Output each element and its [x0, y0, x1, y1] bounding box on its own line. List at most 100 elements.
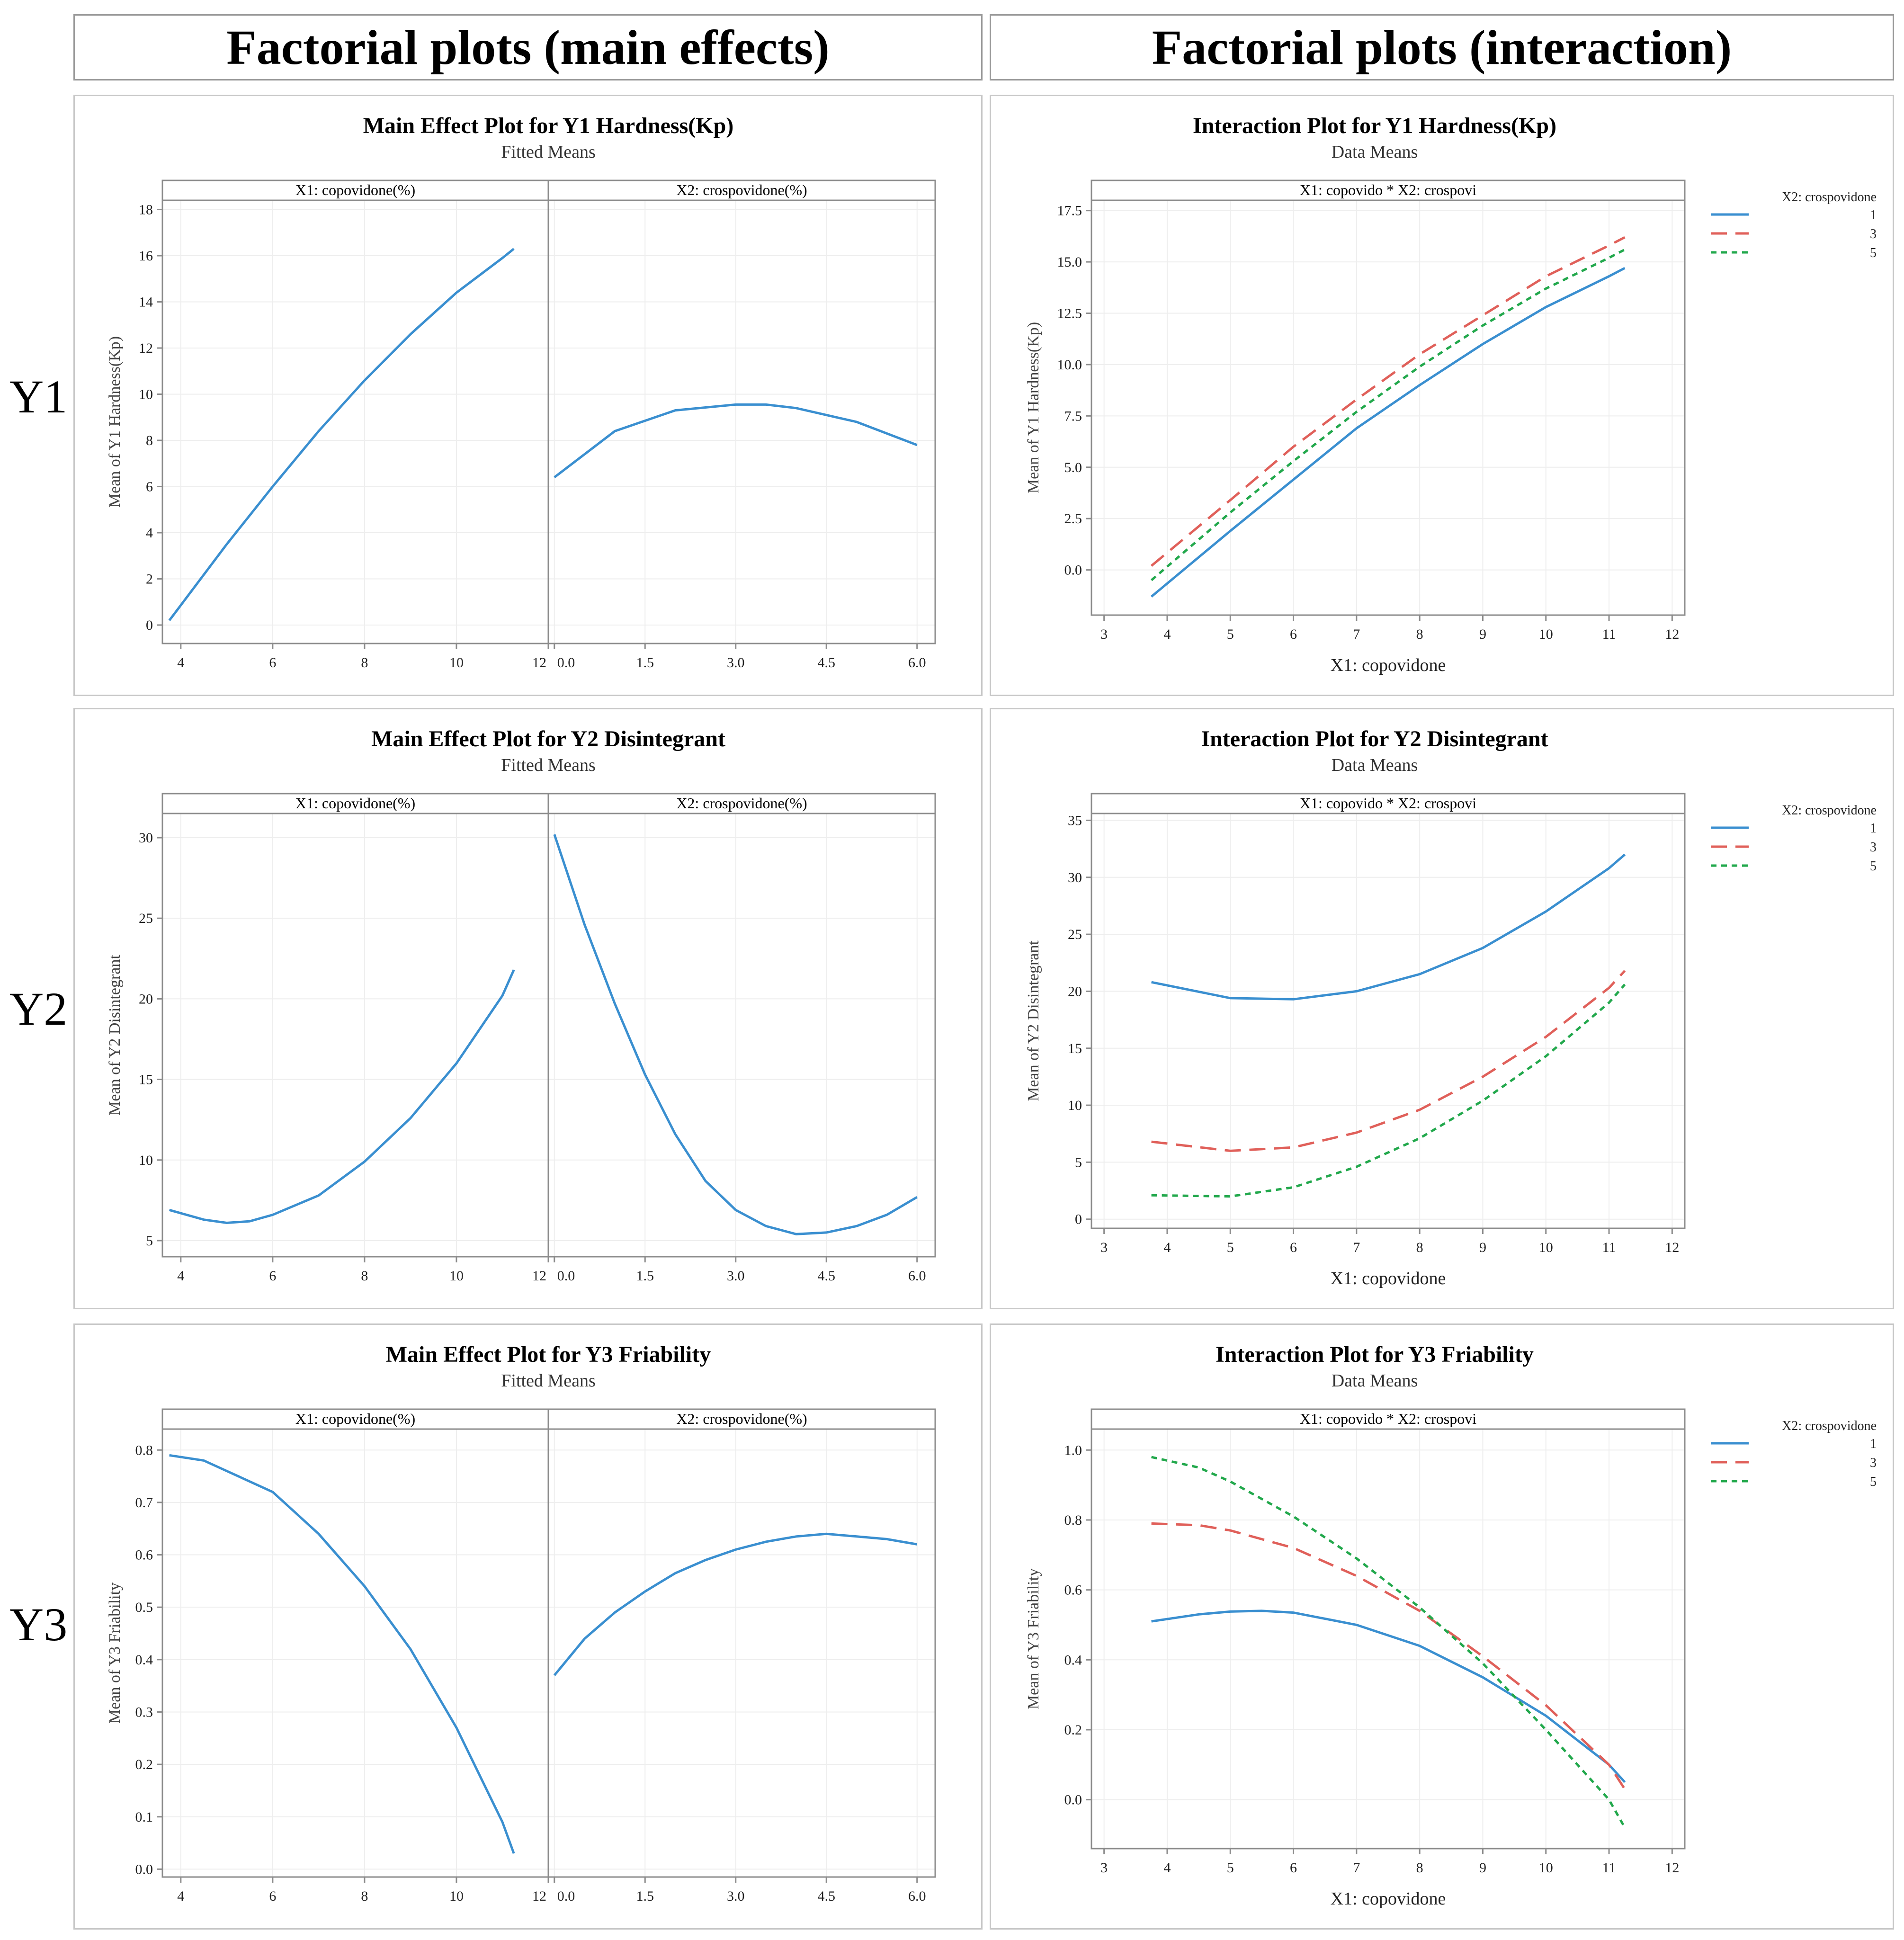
inter-y2-xtick-label: 7 [1353, 1240, 1360, 1255]
inter-y3-xtick-label: 6 [1290, 1860, 1297, 1876]
main-y1-ytick-label: 8 [146, 433, 153, 448]
main-y2-xtick-label: 6 [269, 1268, 276, 1284]
inter-y2-ytick-label: 15 [1068, 1041, 1082, 1056]
inter-y3-ytick-label: 1.0 [1064, 1442, 1082, 1458]
inter-y1-xtick-label: 5 [1227, 626, 1234, 642]
main-y1-xtick-label: 12 [532, 655, 546, 671]
main-y1-ytick-label: 4 [146, 525, 153, 541]
main-y1-series-line-2 [554, 403, 918, 478]
main-y3-ytick-label: 0.8 [135, 1442, 153, 1458]
inter-y3-xlabel: X1: copovidone [1331, 1889, 1446, 1909]
main-y1-ytick-label: 16 [139, 248, 153, 264]
main-y2-xtick-label: 6.0 [908, 1268, 926, 1284]
main-y3-ytick-label: 0.4 [135, 1652, 153, 1668]
inter-y2-svg: Interaction Plot for Y2 Disintegrant Data… [1025, 726, 1877, 1288]
main-y3-series-line-1 [169, 1454, 515, 1854]
inter-y3-legend: X2: crospovidone 1 3 5 [1711, 1419, 1877, 1489]
main-y2-frame-1 [161, 813, 549, 1258]
inter-y1-subtitle: Data Means [1332, 142, 1418, 162]
inter-y2-xtick-label: 3 [1100, 1240, 1108, 1255]
inter-y1-title: Interaction Plot for Y1 Hardness(Kp) [1193, 113, 1556, 138]
inter-y2-frame [1091, 813, 1686, 1229]
main-y2-xtick-label: 12 [532, 1268, 546, 1284]
inter-y1-strip [1091, 179, 1686, 201]
main-y3-xtick-label: 12 [532, 1888, 546, 1904]
inter-y2-ytick-label: 25 [1068, 927, 1082, 942]
inter-y3-legend-title: X2: crospovidone [1782, 1419, 1877, 1433]
inter-y1-frame [1091, 199, 1686, 616]
main-y1-series-line-1 [168, 248, 515, 621]
inter-y3-ytick-label: 0.2 [1064, 1722, 1082, 1738]
main-y3-ytick-label: 0.6 [135, 1547, 153, 1563]
main-y2-series-line-1 [169, 969, 515, 1225]
interaction-y1: Interaction Plot for Y1 Hardness(Kp) Data… [990, 95, 1894, 696]
inter-y3-strip [1091, 1408, 1686, 1430]
inter-y2-strip-label: X1: copovido * X2: crospovi [1300, 795, 1476, 812]
main-y2-strip-label-1: X1: copovidone(%) [295, 795, 415, 812]
main-y2-facet-2: X2: crospovidone(%) 0.0 1.5 3.0 4.5 6.0 [547, 793, 936, 1284]
inter-y3-xtick-label: 9 [1479, 1860, 1486, 1876]
inter-y2-legend-label-5: 5 [1870, 859, 1877, 874]
inter-y2-ytick-label: 10 [1068, 1098, 1082, 1113]
inter-y1-xtick-label: 6 [1290, 626, 1297, 642]
main-y2-xtick-label: 3.0 [727, 1268, 745, 1284]
inter-y1-ytick-label: 5.0 [1064, 460, 1082, 475]
main-y1-title: Main Effect Plot for Y1 Hardness(Kp) [363, 113, 734, 138]
main-y1-ytick-label: 2 [146, 572, 153, 587]
inter-y2-series-3-line [1151, 970, 1626, 1152]
main-y2-ytick-label: 30 [139, 830, 153, 846]
main-y3-xtick-label: 4 [177, 1888, 184, 1904]
inter-y2-xtick-label: 5 [1227, 1240, 1234, 1255]
main-effects-y3: Main Effect Plot for Y3 Friability Fitted… [73, 1323, 983, 1930]
inter-y1-xlabel: X1: copovidone [1331, 655, 1446, 675]
main-y3-ytick-label: 0.3 [135, 1704, 153, 1720]
inter-y1-ytick-label: 12.5 [1057, 306, 1082, 322]
main-y2-ylabel: Mean of Y2 Disintegrant [106, 955, 124, 1116]
main-y2-strip-label-2: X2: crospovidone(%) [676, 795, 807, 812]
inter-y2-ytick-label: 20 [1068, 983, 1082, 999]
inter-y1-ytick-label: 15.0 [1057, 254, 1082, 270]
main-y3-xtick-label: 6.0 [908, 1888, 926, 1904]
inter-y1-xtick-label: 11 [1602, 626, 1616, 642]
inter-y3-xtick-label: 4 [1163, 1860, 1171, 1876]
inter-y3-series-5-line [1151, 1456, 1626, 1828]
inter-y2-ylabel: Mean of Y2 Disintegrant [1025, 940, 1042, 1101]
main-y3-strip-label-1: X1: copovidone(%) [295, 1410, 415, 1427]
main-y2-xtick-label: 0.0 [557, 1268, 575, 1284]
main-y2-ytick-label: 15 [139, 1072, 153, 1088]
main-y3-ytick-label: 0.0 [135, 1861, 153, 1877]
main-y2-facet-1: X1: copovidone(%) 4 6 8 10 12 [161, 793, 549, 1284]
main-effects-y1: Main Effect Plot for Y1 Hardness(Kp) Fitt… [73, 95, 983, 696]
inter-y1-xtick-label: 9 [1479, 626, 1486, 642]
inter-y1-svg: Interaction Plot for Y1 Hardness(Kp) Data… [1025, 113, 1877, 675]
inter-y2-ytick-label: 35 [1068, 813, 1082, 828]
main-y1-frame-2 [547, 199, 936, 644]
inter-y2-xtick-label: 8 [1416, 1240, 1423, 1255]
main-y2-ytick-label: 25 [139, 911, 153, 926]
main-y2-ytick-label: 20 [139, 991, 153, 1007]
interaction-y3: Interaction Plot for Y3 Friability Data M… [990, 1323, 1894, 1930]
row-label-y2: Y2 [9, 983, 68, 1035]
inter-y1-xtick-label: 12 [1665, 626, 1679, 642]
main-y2-title: Main Effect Plot for Y2 Disintegrant [371, 726, 725, 751]
inter-y1-legend-label-1: 1 [1870, 208, 1877, 223]
main-y1-ytick-label: 12 [139, 340, 153, 356]
main-y3-ytick-label: 0.5 [135, 1600, 153, 1615]
main-y1-ytick-label: 10 [139, 387, 153, 402]
header-main-effects-text: Factorial plots (main effects) [226, 20, 830, 75]
main-y1-facet-2: X2: crospovidone(%) 0.0 1.5 3.0 4.5 6.0 [547, 179, 936, 671]
inter-y2-legend-label-1: 1 [1870, 821, 1877, 836]
inter-y2-legend-title: X2: crospovidone [1782, 803, 1877, 818]
inter-y1-xtick-label: 7 [1353, 626, 1360, 642]
inter-y2-title: Interaction Plot for Y2 Disintegrant [1201, 726, 1548, 751]
main-y2-ytick-label: 10 [139, 1153, 153, 1168]
inter-y2-subtitle: Data Means [1332, 755, 1418, 775]
main-y3-xtick-label: 6 [269, 1888, 276, 1904]
main-y3-frame-1 [161, 1428, 549, 1878]
main-y1-xtick-label: 6 [269, 655, 276, 671]
inter-y2-series-1-line [1151, 853, 1626, 1001]
inter-y2-legend: X2: crospovidone 1 3 5 [1711, 803, 1877, 874]
inter-y2-legend-label-3: 3 [1870, 840, 1877, 855]
header-interaction: Factorial plots (interaction) [990, 14, 1894, 80]
main-y1-xtick-label: 1.5 [636, 655, 654, 671]
